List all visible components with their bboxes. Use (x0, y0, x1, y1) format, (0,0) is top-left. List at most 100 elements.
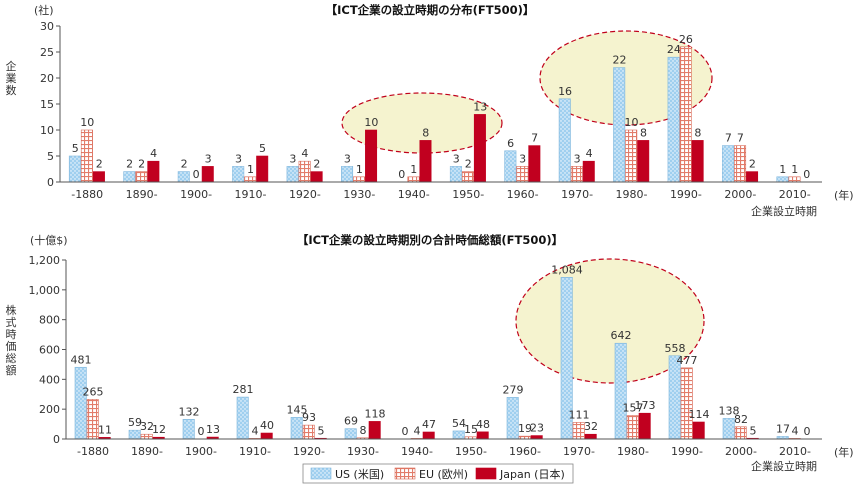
bar-eu (461, 171, 474, 183)
bar-us (74, 366, 87, 440)
bar-us (182, 419, 195, 440)
y-label-char: 数 (6, 84, 17, 97)
data-label-japan: 10 (364, 116, 378, 129)
bar-eu (244, 176, 257, 183)
data-label-eu: 1 (410, 163, 417, 176)
bar-us (722, 145, 735, 183)
data-label-us: 2 (126, 158, 133, 171)
data-label-japan: 23 (530, 422, 544, 435)
x-tick-label: 1890- (126, 188, 158, 201)
bar-japan (147, 160, 160, 183)
chart1-x-label: 企業設立時期 (751, 204, 817, 218)
y-label-char: 額 (6, 364, 17, 377)
y-tick-label: 10 (40, 124, 54, 137)
data-label-us: 145 (287, 403, 308, 416)
bar-us (128, 429, 141, 440)
data-label-eu: 15 (464, 423, 478, 436)
legend-swatch-japan (475, 467, 497, 480)
bar-us (290, 417, 303, 440)
x-tick-label: 1900- (185, 445, 217, 458)
y-tick-label: 20 (40, 72, 54, 85)
data-label-japan: 2 (313, 158, 320, 171)
x-tick-label: 1890- (131, 445, 163, 458)
bar-eu (734, 145, 747, 183)
bar-japan (419, 140, 432, 183)
data-label-eu: 0 (198, 425, 205, 438)
x-tick-label: 1990- (670, 188, 702, 201)
data-label-eu: 82 (734, 413, 748, 426)
data-label-japan: 11 (98, 423, 112, 436)
data-label-japan: 5 (318, 424, 325, 437)
y-tick-label: 400 (39, 373, 60, 386)
x-tick-label: 1970- (561, 188, 593, 201)
y-tick-label: 5 (47, 150, 54, 163)
y-tick-label: 0 (53, 433, 60, 446)
y-label-char: 企 (6, 59, 17, 73)
bar-eu (788, 176, 801, 183)
data-label-eu: 32 (140, 420, 154, 433)
data-label-japan: 5 (259, 142, 266, 155)
data-label-japan: 2 (749, 158, 756, 171)
y-tick-label: 800 (39, 314, 60, 327)
bar-eu (625, 129, 638, 183)
data-label-eu: 3 (519, 152, 526, 165)
data-label-eu: 477 (677, 354, 698, 367)
bar-us (558, 98, 571, 183)
x-tick-label: 2010- (779, 188, 811, 201)
bar-us (123, 171, 136, 183)
data-label-japan: 32 (584, 420, 598, 433)
bar-japan (692, 421, 705, 440)
bar-japan (260, 432, 273, 440)
x-tick-label: 1930- (347, 445, 379, 458)
chart1-y-unit: (社) (34, 3, 54, 17)
bar-japan (638, 412, 651, 440)
chart2-y-unit: (十億$) (30, 233, 68, 247)
bar-us (286, 166, 299, 183)
data-label-eu: 4 (414, 424, 421, 437)
data-label-japan: 7 (531, 132, 538, 145)
chart1-y-label: 企業数 (6, 59, 17, 97)
data-label-us: 481 (71, 353, 92, 366)
data-label-eu: 8 (360, 424, 367, 437)
bar-japan (92, 171, 105, 183)
y-tick-label: 30 (40, 20, 54, 33)
bar-eu (298, 160, 311, 183)
bar-eu (680, 367, 693, 440)
bar-japan (256, 155, 269, 183)
data-label-eu: 19 (518, 422, 532, 435)
data-label-us: 54 (452, 417, 466, 430)
data-label-us: 558 (665, 342, 686, 355)
bar-us (236, 396, 249, 440)
data-label-japan: 13 (473, 100, 487, 113)
data-label-japan: 2 (96, 158, 103, 171)
bar-us (504, 150, 517, 183)
data-label-japan: 40 (260, 419, 274, 432)
bar-eu (626, 415, 639, 440)
data-label-eu: 1 (356, 163, 363, 176)
bar-japan (473, 114, 486, 183)
bar-eu (407, 176, 420, 183)
bar-us (177, 171, 190, 183)
x-tick-label: 2000- (724, 188, 756, 201)
bar-eu (679, 46, 692, 183)
bar-eu (86, 399, 99, 440)
x-tick-label: 1980- (616, 188, 648, 201)
data-label-us: 1 (779, 163, 786, 176)
data-label-japan: 13 (206, 423, 220, 436)
data-label-us: 0 (402, 425, 409, 438)
x-tick-label: 1910- (239, 445, 271, 458)
data-label-eu: 2 (138, 158, 145, 171)
data-label-eu: 1 (791, 163, 798, 176)
data-label-japan: 12 (152, 423, 166, 436)
data-label-us: 59 (128, 416, 142, 429)
bar-japan (691, 140, 704, 183)
bar-japan (530, 435, 543, 440)
data-label-us: 3 (344, 152, 351, 165)
data-label-japan: 173 (635, 399, 656, 412)
bar-japan (584, 433, 597, 440)
data-label-us: 138 (719, 404, 740, 417)
data-label-japan: 114 (689, 408, 710, 421)
y-label-char: 総 (6, 351, 17, 365)
data-label-eu: 265 (83, 385, 104, 398)
bar-eu (734, 426, 747, 440)
